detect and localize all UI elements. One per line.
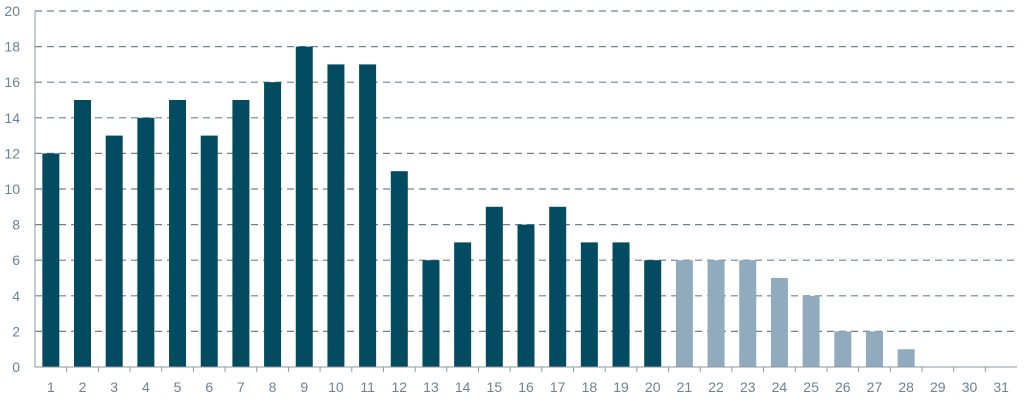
y-tick-label: 20 (4, 3, 20, 19)
x-tick-label: 15 (487, 379, 503, 395)
y-tick-label: 16 (4, 74, 20, 90)
x-tick-label: 29 (930, 379, 946, 395)
bar-series-1-day-14 (454, 242, 472, 367)
x-tick-label: 25 (803, 379, 819, 395)
x-tick-label: 12 (392, 379, 408, 395)
x-tick-label: 8 (269, 379, 277, 395)
bar-series-1-day-20 (644, 260, 662, 367)
y-tick-label: 2 (12, 323, 20, 339)
axis-layer (34, 11, 1017, 372)
bar-series-1-day-17 (549, 206, 567, 367)
x-tick-label: 3 (110, 379, 118, 395)
x-tick-label: 18 (582, 379, 598, 395)
bar-series-1-day-11 (359, 64, 377, 368)
bar-series-1-day-18 (580, 242, 598, 367)
bar-series-1-day-10 (327, 64, 345, 368)
x-tick-label: 13 (423, 379, 439, 395)
x-tick-label: 30 (962, 379, 978, 395)
x-tick-label: 19 (613, 379, 629, 395)
bar-series-1-day-2 (74, 100, 92, 367)
bar-series-1-day-5 (169, 100, 187, 367)
y-tick-label: 10 (4, 181, 20, 197)
x-tick-label: 23 (740, 379, 756, 395)
bar-series-2-day-27 (865, 331, 883, 367)
bar-series-1-day-15 (485, 206, 503, 367)
bar-series-2-day-28 (897, 349, 915, 367)
bar-series-1-day-19 (612, 242, 630, 367)
x-tick-label: 21 (677, 379, 693, 395)
x-tick-label: 20 (645, 379, 661, 395)
bar-series-1-day-16 (517, 224, 535, 367)
grid-layer (35, 10, 1017, 332)
bar-series-2-day-25 (802, 295, 820, 367)
x-tick-label: 31 (993, 379, 1009, 395)
y-tick-labels: 0 2 4 6 8 10 12 14 16 18 20 (4, 3, 20, 375)
y-tick-label: 6 (12, 252, 20, 268)
bar-series-1-day-4 (137, 117, 155, 367)
x-tick-label: 16 (518, 379, 534, 395)
y-tick-label: 14 (4, 110, 20, 126)
bar-series-2-day-26 (834, 331, 852, 367)
bar-series-2-day-21 (675, 260, 693, 367)
y-tick-label: 0 (12, 359, 20, 375)
x-tick-label: 22 (708, 379, 724, 395)
bar-series-1-day-9 (295, 46, 313, 367)
x-tick-label: 7 (237, 379, 245, 395)
x-tick-label: 6 (205, 379, 213, 395)
x-tick-label: 1 (47, 379, 55, 395)
x-tick-label: 26 (835, 379, 851, 395)
x-tick-label: 11 (360, 379, 375, 395)
bar-series-2-day-22 (707, 260, 725, 367)
x-tick-label: 17 (550, 379, 566, 395)
bar-series-1-day-12 (390, 171, 408, 367)
bar-series-1-day-13 (422, 260, 440, 367)
bars-layer (42, 46, 915, 368)
x-tick-label: 14 (455, 379, 471, 395)
x-tick-label: 9 (300, 379, 308, 395)
x-tick-label: 2 (79, 379, 87, 395)
x-tick-label: 27 (867, 379, 883, 395)
x-tick-label: 4 (142, 379, 150, 395)
bar-series-1-day-1 (42, 153, 60, 367)
bar-series-2-day-24 (770, 278, 788, 367)
bar-series-1-day-8 (264, 82, 282, 367)
bar-series-1-day-7 (232, 100, 250, 367)
y-tick-label: 12 (4, 145, 20, 161)
x-tick-label: 24 (772, 379, 788, 395)
bar-series-2-day-23 (739, 260, 757, 367)
x-tick-label: 10 (328, 379, 344, 395)
bar-series-1-day-6 (200, 135, 218, 367)
y-tick-label: 4 (12, 288, 20, 304)
x-tick-labels: 1 2 3 4 5 6 7 8 9 10 11 12 13 14 15 16 17 18 19 20 21 22 23 24 2… (47, 379, 1009, 395)
x-tick-label: 5 (174, 379, 182, 395)
y-tick-label: 8 (12, 217, 20, 233)
x-tick-label: 28 (898, 379, 914, 395)
bar-series-1-day-3 (105, 135, 123, 367)
y-tick-label: 18 (4, 39, 20, 55)
